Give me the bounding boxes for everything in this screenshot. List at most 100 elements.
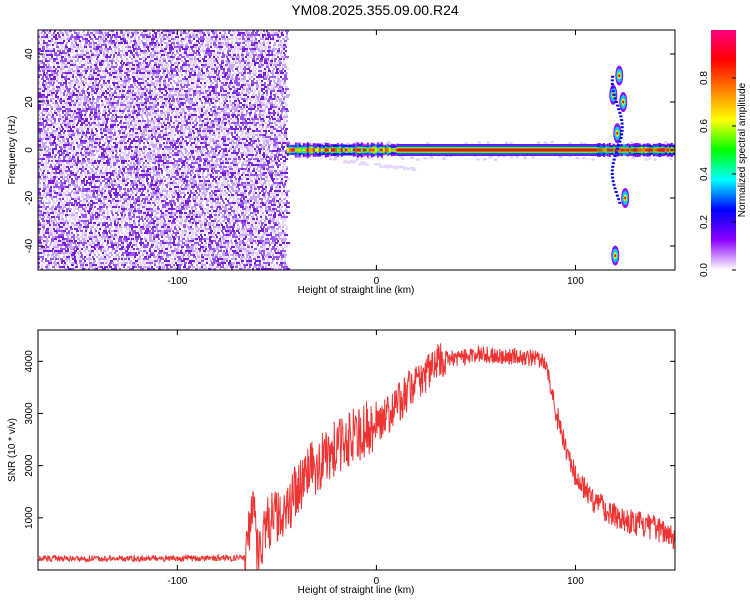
spectrogram-noise-cell — [177, 138, 180, 140]
spectrogram-noise-cell — [144, 32, 146, 34]
spectrogram-noise-cell — [237, 172, 240, 174]
spectrogram-noise-cell — [174, 64, 176, 66]
spectrogram-noise-cell — [270, 138, 273, 140]
spectrogram-noise-cell — [166, 36, 169, 38]
spectrogram-noise-cell — [257, 98, 259, 100]
spectrogram-noise-cell — [53, 132, 56, 134]
spectrogram-noise-cell — [62, 140, 65, 142]
spectrogram-noise-cell — [178, 182, 180, 184]
spectrogram-noise-cell — [123, 140, 125, 142]
spectrogram-noise-cell — [134, 124, 137, 126]
spectrogram-noise-cell — [68, 188, 70, 190]
spectrogram-noise-cell — [164, 32, 167, 34]
spectrogram-noise-cell — [152, 88, 154, 90]
spectrogram-noise-cell — [246, 178, 249, 180]
spectrogram-noise-cell — [211, 102, 214, 104]
spectrogram-noise-cell — [277, 118, 281, 120]
spectrogram-noise-cell — [51, 56, 53, 58]
spectrogram-noise-cell — [76, 100, 78, 102]
spectrogram-noise-cell — [98, 42, 102, 44]
spectrogram-noise-cell — [133, 78, 136, 80]
spectrogram-noise-cell — [165, 184, 168, 186]
spectrogram-noise-cell — [97, 86, 99, 88]
spectrogram-noise-cell — [151, 178, 154, 180]
spectrogram-noise-cell — [76, 52, 78, 54]
spectrogram-noise-cell — [111, 30, 114, 32]
spectrogram-noise-cell — [128, 138, 131, 140]
spectrogram-noise-cell — [152, 50, 156, 52]
spectrogram-noise-cell — [91, 54, 94, 56]
spectrogram-noise-cell — [223, 70, 225, 72]
spectrogram-noise-cell — [38, 126, 40, 128]
spectrogram-noise-cell — [244, 102, 246, 104]
spectrogram-noise-cell — [85, 136, 88, 138]
spectrogram-noise-cell — [249, 74, 251, 76]
spectrogram-noise-cell — [121, 58, 124, 60]
spectrogram-noise-cell — [286, 142, 290, 144]
spectrogram-noise-cell — [68, 118, 72, 120]
spectrogram-noise-cell — [281, 50, 283, 52]
spectrogram-noise-cell — [51, 46, 53, 48]
spectrogram-noise-cell — [249, 114, 251, 116]
spectrogram-noise-cell — [100, 66, 102, 68]
spectrogram-noise-cell — [273, 68, 275, 70]
spectrogram-noise-cell — [195, 116, 198, 118]
spectrogram-noise-cell — [65, 96, 67, 98]
spectrogram-noise-cell — [160, 118, 163, 120]
spectrogram-noise-cell — [95, 68, 99, 70]
spectrogram-noise-cell — [131, 110, 134, 112]
spectrogram-noise-cell — [103, 84, 105, 86]
spectrogram-noise-cell — [285, 180, 287, 182]
spectrogram-noise-cell — [204, 160, 207, 162]
spectrogram-noise-cell — [75, 172, 78, 174]
spectrogram-noise-cell — [105, 98, 109, 100]
spectrogram-noise-cell — [260, 162, 262, 164]
spectrogram-noise-cell — [198, 66, 200, 68]
spectrogram-noise-cell — [161, 88, 165, 90]
spectrogram-noise-cell — [189, 140, 191, 142]
spectrogram-noise-cell — [105, 38, 107, 40]
spectrogram-noise-cell — [143, 60, 146, 62]
spectrogram-noise-cell — [225, 60, 228, 62]
spectrogram-noise-cell — [200, 114, 204, 116]
spectrogram-noise-cell — [45, 50, 49, 52]
spectrogram-noise-cell — [201, 154, 204, 156]
spectrogram-noise-cell — [246, 32, 250, 34]
spectrogram-noise-cell — [131, 88, 134, 90]
spectrogram-noise-cell — [133, 106, 135, 108]
spectrogram-noise-cell — [202, 80, 204, 82]
spectrogram-noise-cell — [188, 102, 192, 104]
spectrogram-noise-cell — [122, 182, 126, 184]
spectrogram-noise-cell — [237, 120, 239, 122]
spectrogram-noise-cell — [96, 152, 98, 154]
spectrogram-noise-cell — [67, 130, 71, 132]
spectrogram-noise-cell — [129, 96, 132, 98]
spectrogram-noise-cell — [137, 168, 140, 170]
spectrogram-noise-cell — [133, 48, 136, 50]
spectrogram-noise-cell — [206, 38, 210, 40]
spectrogram-noise-cell — [267, 170, 271, 172]
spectrogram-noise-cell — [153, 102, 156, 104]
spectrogram-noise-cell — [207, 172, 211, 174]
spectrogram-noise-cell — [64, 30, 68, 32]
spectrogram-noise-cell — [86, 142, 90, 144]
spectrogram-noise-cell — [245, 154, 249, 156]
spectrogram-noise-cell — [273, 94, 276, 96]
spectrogram-noise-cell — [45, 180, 47, 182]
spectrogram-noise-cell — [98, 138, 102, 140]
spectrogram-noise-cell — [234, 118, 237, 120]
spectrogram-noise-cell — [219, 144, 222, 146]
spectrogram-noise-cell — [130, 30, 134, 32]
spectrogram-noise-cell — [88, 68, 92, 70]
spectrogram-noise-cell — [188, 158, 191, 160]
spectrogram-noise-cell — [128, 116, 131, 118]
spectrogram-noise-cell — [201, 186, 205, 188]
spectrogram-noise-cell — [238, 180, 240, 182]
spectrogram-noise-cell — [82, 92, 85, 94]
spectrogram-noise-cell — [82, 158, 85, 160]
spectrogram-noise-cell — [242, 88, 245, 90]
spectrogram-noise-cell — [243, 86, 247, 88]
spectrogram-noise-cell — [213, 174, 215, 176]
spectrogram-noise-cell — [250, 122, 254, 124]
spectrogram-noise-cell — [256, 122, 259, 124]
